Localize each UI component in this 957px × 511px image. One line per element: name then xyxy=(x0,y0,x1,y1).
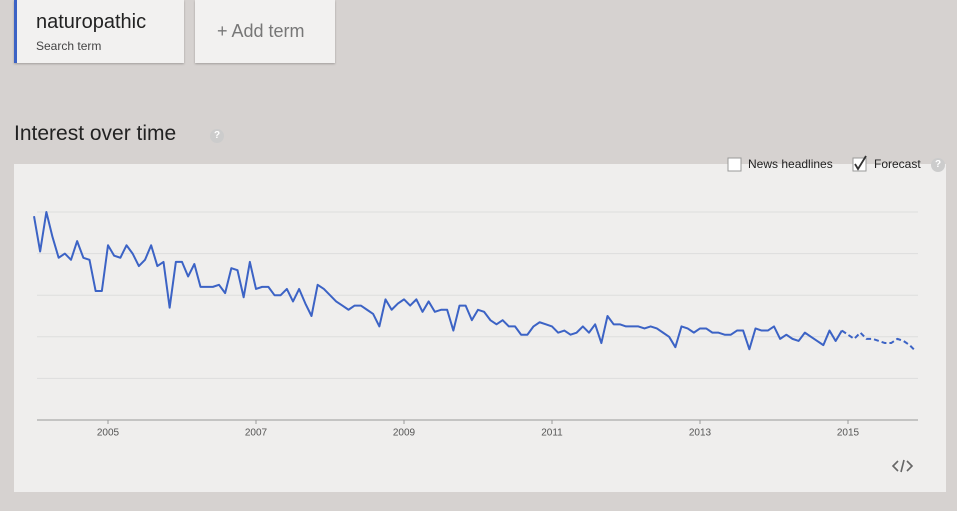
x-tick-label: 2015 xyxy=(837,428,860,439)
term-name: naturopathic xyxy=(36,11,147,33)
forecast-label: Forecast xyxy=(874,157,921,171)
add-term: + Add term xyxy=(217,21,305,41)
help-icon[interactable]: ? xyxy=(210,129,224,143)
news-headlines-label: News headlines xyxy=(748,157,833,171)
term-card[interactable]: naturopathic Search term xyxy=(14,0,184,63)
term-subtitle: Search term xyxy=(36,39,102,53)
checkmark xyxy=(854,155,867,171)
series-line xyxy=(33,211,843,351)
x-tick-label: 2011 xyxy=(541,428,563,439)
add-term-card[interactable]: + Add term xyxy=(195,0,335,63)
x-tick-label: 2005 xyxy=(97,428,120,439)
help-icon[interactable]: ? xyxy=(931,158,945,172)
chart-panel xyxy=(14,164,946,492)
x-tick-label: 2007 xyxy=(245,428,268,439)
section-title: Interest over time xyxy=(14,122,177,145)
x-tick-label: 2013 xyxy=(689,428,712,439)
x-tick-label: 2009 xyxy=(393,428,416,439)
series-line xyxy=(841,329,917,353)
embed-icon[interactable] xyxy=(891,459,914,473)
news-headlines-checkbox[interactable] xyxy=(727,157,742,172)
